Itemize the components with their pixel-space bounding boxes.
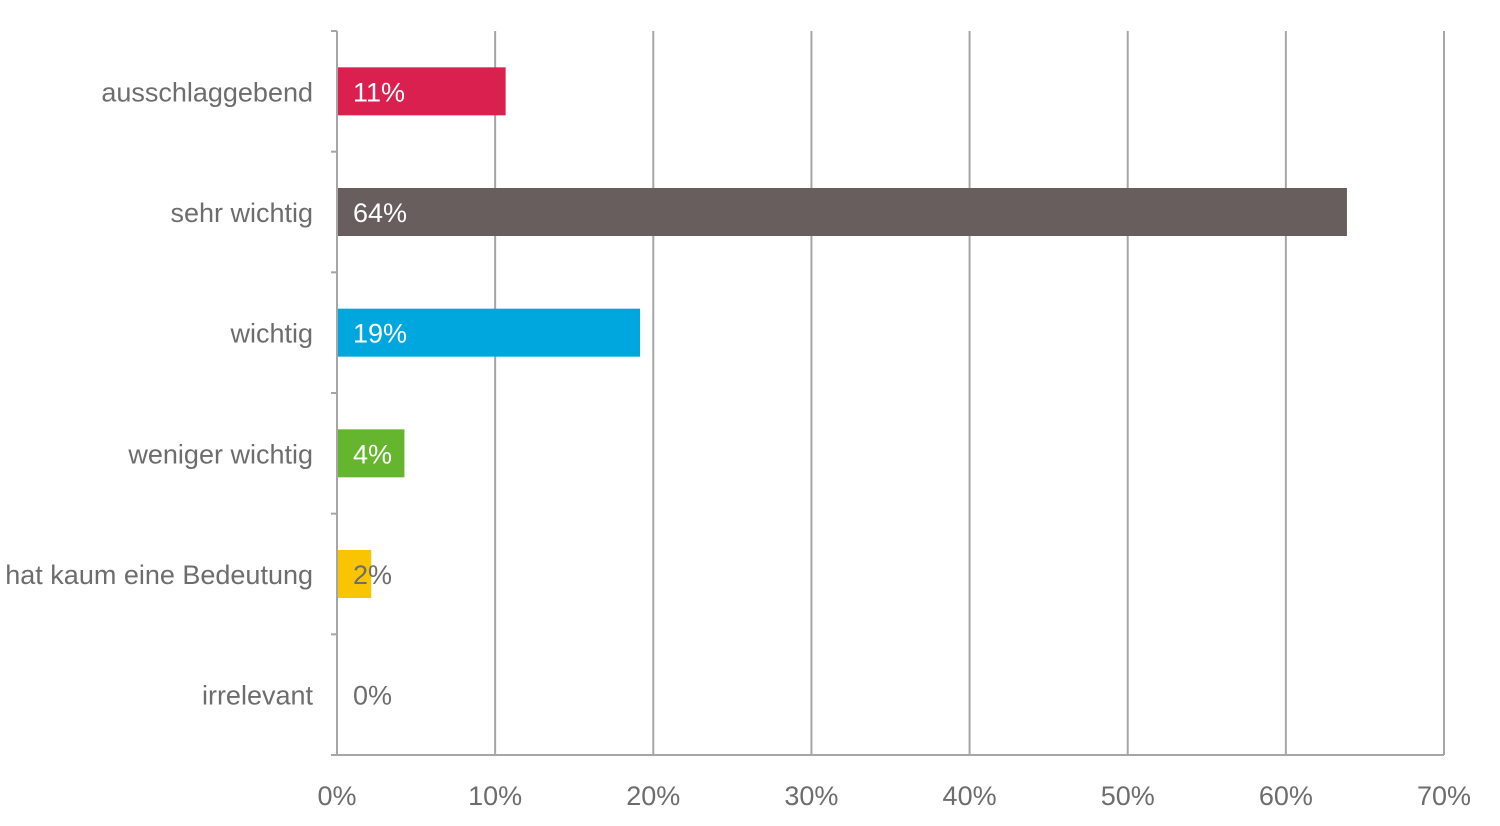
- category-label: weniger wichtig: [127, 439, 313, 469]
- category-label: sehr wichtig: [170, 198, 313, 228]
- category-label: irrelevant: [202, 681, 314, 711]
- data-labels: 11% 64% 19% 4% 2% 0%: [353, 77, 407, 710]
- x-tick-label: 60%: [1259, 781, 1313, 811]
- bar-3: [338, 429, 405, 478]
- bar-1: [338, 188, 1347, 236]
- bars: [338, 67, 1347, 598]
- gridlines: [494, 31, 1445, 755]
- x-tick-label: 70%: [1417, 781, 1471, 811]
- data-label: 19%: [353, 319, 407, 349]
- category-label: ausschlaggebend: [101, 77, 313, 107]
- x-tick-label: 0%: [317, 781, 356, 811]
- x-tick-label: 50%: [1101, 781, 1155, 811]
- bar-4: [338, 550, 372, 598]
- x-tick-label: 30%: [784, 781, 838, 811]
- category-label: wichtig: [229, 319, 313, 349]
- bar-2: [338, 308, 641, 357]
- category-label: hat kaum eine Bedeutung: [5, 560, 313, 590]
- axes: [331, 30, 1444, 756]
- category-labels: ausschlaggebend sehr wichtig wichtig wenige…: [5, 77, 313, 710]
- data-label: 0%: [353, 681, 392, 711]
- bar-0: [338, 67, 506, 116]
- data-label: 11%: [353, 77, 405, 107]
- x-tick-label: 40%: [943, 781, 997, 811]
- x-tick-label: 10%: [468, 781, 522, 811]
- data-label: 2%: [353, 560, 392, 590]
- data-label: 64%: [353, 198, 407, 228]
- x-tick-labels: 0% 10% 20% 30% 40% 50% 60% 70%: [317, 781, 1471, 811]
- data-label: 4%: [353, 439, 392, 469]
- x-tick-label: 20%: [626, 781, 680, 811]
